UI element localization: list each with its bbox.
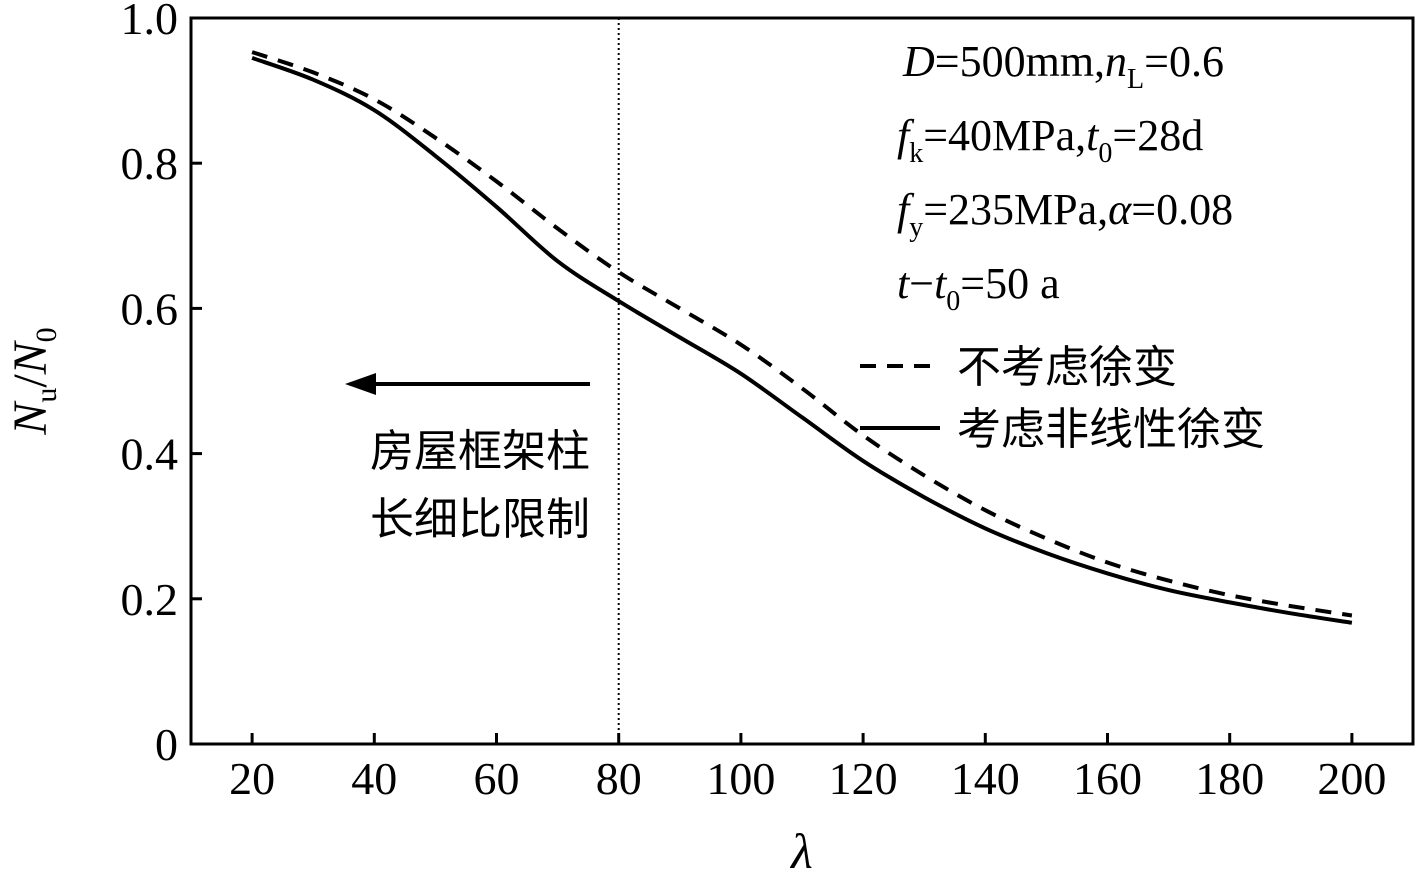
y-tick-label: 0.8	[121, 138, 179, 189]
param-line-4: t−t0=50 a	[897, 259, 1060, 317]
limit-annotation-line-2: 长细比限制	[370, 494, 590, 545]
x-tick-label: 40	[351, 753, 397, 804]
y-label-base2: N	[4, 339, 57, 375]
y-tick-label: 0.4	[121, 429, 179, 480]
x-axis-ticks: 20 40 60 80 100 120 140 160 180 200	[229, 733, 1386, 804]
y-axis-ticks: 0 0.2 0.4 0.6 0.8 1.0	[121, 0, 202, 770]
limit-arrow	[345, 373, 590, 395]
y-label-base: N	[4, 400, 57, 436]
y-tick-label: 0	[155, 719, 178, 770]
x-tick-label: 20	[229, 753, 275, 804]
y-label-sep: /	[4, 374, 57, 388]
y-label-sub1: u	[30, 388, 63, 403]
y-label-sub2: 0	[30, 327, 63, 342]
x-tick-label: 180	[1195, 753, 1264, 804]
y-axis-label: Nu/N0	[4, 327, 63, 435]
x-axis-label: λ	[789, 823, 813, 874]
x-tick-label: 100	[706, 753, 775, 804]
legend-label-no-creep: 不考虑徐变	[957, 342, 1177, 393]
param-line-1: D=500mm,nL=0.6	[902, 37, 1224, 95]
y-tick-label: 1.0	[121, 0, 179, 44]
plot-frame	[189, 16, 1415, 746]
param-line-3: fy=235MPa,α=0.08	[897, 185, 1233, 243]
series-line-nonlinear-creep	[251, 56, 1353, 625]
series-layer	[251, 50, 1353, 625]
x-tick-label: 200	[1317, 753, 1386, 804]
limit-arrow-head	[345, 373, 376, 395]
svg-text:Nu/N0: Nu/N0	[4, 327, 63, 435]
x-tick-label: 80	[596, 753, 642, 804]
param-line-2: fk=40MPa,t0=28d	[897, 111, 1203, 169]
x-tick-label: 140	[951, 753, 1020, 804]
x-tick-label: 160	[1073, 753, 1142, 804]
series-line-no-creep	[251, 50, 1353, 618]
parameter-block: D=500mm,nL=0.6 fk=40MPa,t0=28d fy=235MPa…	[897, 37, 1233, 317]
legend-label-nonlinear-creep: 考虑非线性徐变	[957, 404, 1265, 455]
x-tick-label: 60	[474, 753, 520, 804]
limit-annotation-line-1: 房屋框架柱	[370, 426, 590, 477]
y-tick-label: 0.2	[121, 574, 179, 625]
legend: 不考虑徐变 考虑非线性徐变	[860, 342, 1265, 455]
x-tick-label: 120	[829, 753, 898, 804]
y-tick-label: 0.6	[121, 283, 179, 334]
